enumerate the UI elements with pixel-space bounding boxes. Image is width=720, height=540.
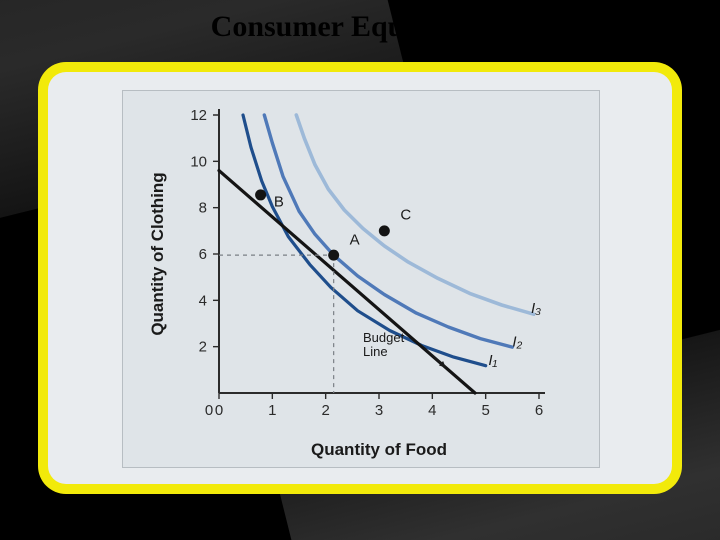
x-tick-label: 2 bbox=[321, 402, 329, 419]
slide: Consumer Equilibrium 0123456246810120Qua… bbox=[0, 0, 720, 540]
slide-title: Consumer Equilibrium bbox=[0, 10, 720, 44]
curve-I3 bbox=[296, 115, 533, 314]
budget-line-label: BudgetLine bbox=[363, 330, 405, 359]
x-tick-label: 1 bbox=[268, 402, 276, 419]
y-tick-label: 8 bbox=[199, 200, 207, 217]
indifference-chart: 0123456246810120Quantity of FoodQuantity… bbox=[123, 91, 599, 467]
x-tick-label: 4 bbox=[428, 402, 436, 419]
x-tick-label: 3 bbox=[375, 402, 383, 419]
point-label-A: A bbox=[350, 232, 360, 249]
chart-panel: 0123456246810120Quantity of FoodQuantity… bbox=[48, 72, 672, 484]
y-tick-label: 2 bbox=[199, 339, 207, 356]
y-axis-label: Quantity of Clothing bbox=[148, 172, 167, 335]
curve-label-I3: I₃ bbox=[531, 300, 541, 317]
point-label-C: C bbox=[400, 206, 411, 223]
x-tick-label: 0 bbox=[215, 402, 223, 419]
y-tick-label: 4 bbox=[199, 292, 207, 309]
y-tick-label: 12 bbox=[190, 107, 207, 124]
x-tick-label: 5 bbox=[481, 402, 489, 419]
origin-label: 0 bbox=[205, 402, 213, 419]
y-tick-label: 6 bbox=[199, 246, 207, 263]
curve-label-I2: I₂ bbox=[512, 334, 522, 351]
x-axis-label: Quantity of Food bbox=[311, 440, 447, 459]
x-tick-label: 6 bbox=[535, 402, 543, 419]
point-A bbox=[328, 250, 339, 261]
point-C bbox=[379, 225, 390, 236]
point-label-B: B bbox=[274, 194, 284, 211]
curve-label-I1: I₁ bbox=[488, 352, 497, 369]
chart-container: 0123456246810120Quantity of FoodQuantity… bbox=[122, 90, 600, 468]
y-tick-label: 10 bbox=[190, 153, 207, 170]
chart-panel-border: 0123456246810120Quantity of FoodQuantity… bbox=[38, 62, 682, 494]
point-B bbox=[255, 189, 266, 200]
